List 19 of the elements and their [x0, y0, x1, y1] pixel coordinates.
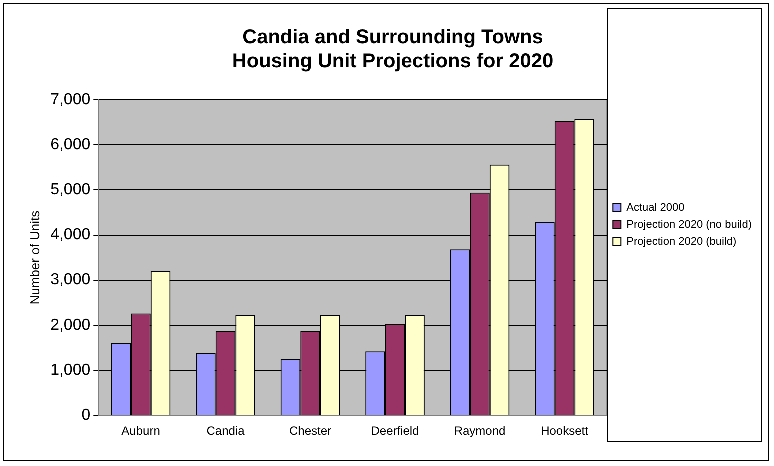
y-tick-label: 6,000 — [50, 136, 91, 154]
y-tick-label: 4,000 — [50, 226, 91, 244]
y-tick-label: 7,000 — [50, 91, 91, 108]
x-tick-label: Hooksett — [541, 424, 590, 438]
y-tick-label: 2,000 — [50, 316, 91, 334]
legend-label: Projection 2020 (no build) — [626, 219, 752, 232]
y-tick-label: 3,000 — [50, 272, 91, 289]
y-axis-title: Number of Units — [27, 210, 42, 305]
y-tick-label: 0 — [82, 407, 91, 424]
x-tick-label: Raymond — [454, 424, 506, 438]
x-tick-label: Deerfield — [371, 424, 420, 438]
x-tick-label: Auburn — [122, 424, 160, 438]
legend-label: Actual 2000 — [626, 202, 685, 214]
legend-label: Projection 2020 (build) — [626, 236, 737, 248]
chart-title: Candia and Surrounding Towns Housing Unit Projections for 2020 — [232, 26, 554, 73]
x-tick-label: Candia — [206, 424, 246, 438]
x-tick-label: Chester — [290, 424, 332, 438]
y-tick-label: 5,000 — [50, 182, 91, 199]
y-tick-label: 1,000 — [50, 362, 91, 379]
